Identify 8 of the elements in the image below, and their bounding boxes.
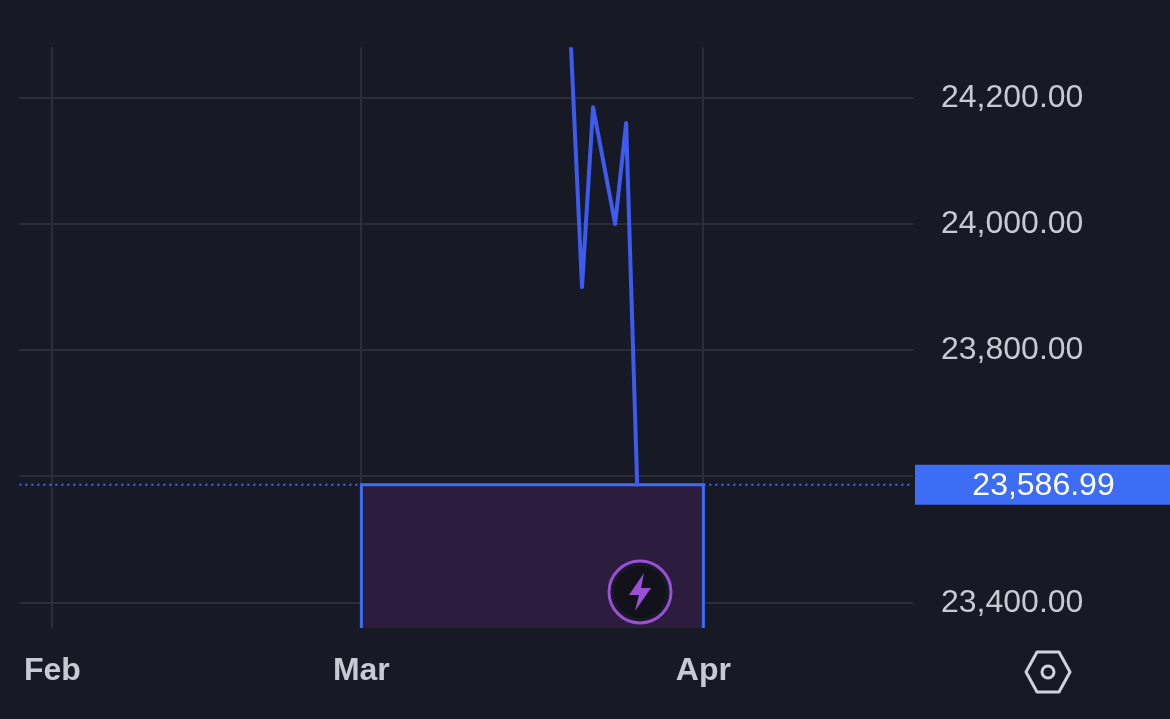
x-tick-label: Apr [675, 651, 731, 688]
y-tick-label: 24,000.00 [941, 203, 1084, 240]
y-tick-label: 24,200.00 [941, 77, 1084, 114]
y-tick-label: 23,800.00 [941, 330, 1084, 367]
x-tick-label: Feb [24, 651, 81, 688]
y-tick-label: 23,400.00 [941, 582, 1084, 619]
ref-line-label: 23,586.99 [972, 465, 1115, 502]
x-tick-label: Mar [332, 651, 390, 688]
